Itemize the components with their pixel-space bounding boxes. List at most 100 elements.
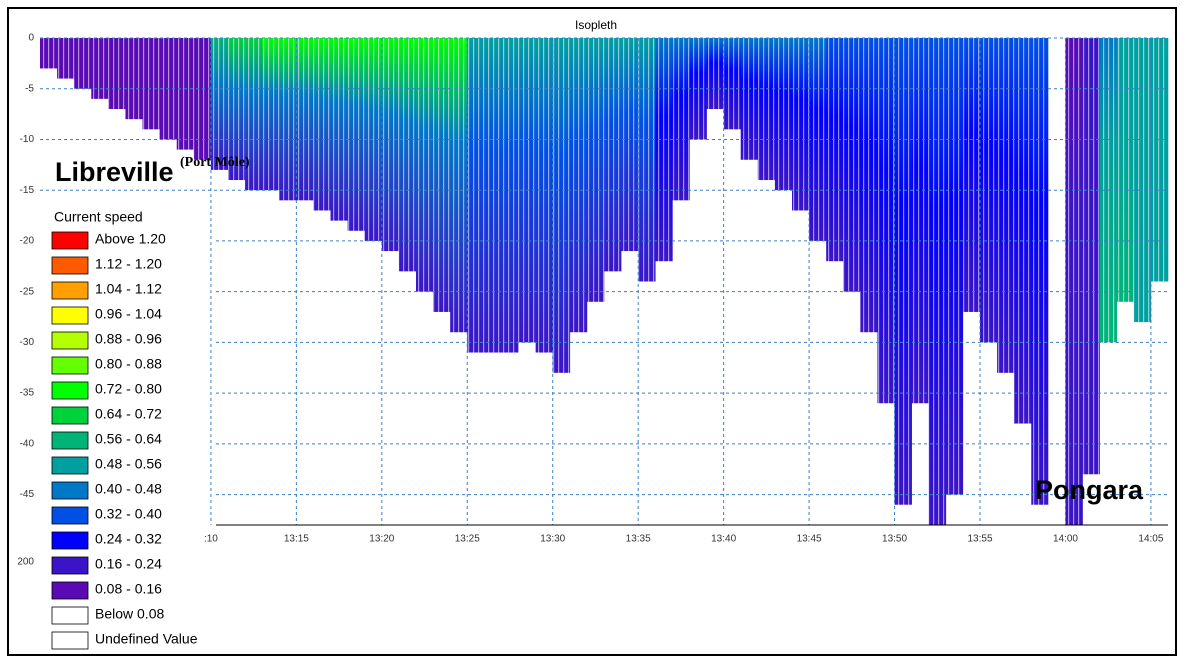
chart-title: Isopleth xyxy=(575,18,617,32)
legend-label: 0.80 - 0.88 xyxy=(95,356,162,372)
profile-column xyxy=(689,38,707,140)
legend-label: 0.88 - 0.96 xyxy=(95,331,162,347)
x-tick-label: 14:05 xyxy=(1138,534,1163,545)
profile-column xyxy=(757,38,776,181)
legend-swatch xyxy=(51,406,89,425)
profile-column xyxy=(450,38,468,333)
profile-column xyxy=(945,38,964,495)
y-tick-label: -5 xyxy=(25,83,34,94)
profile-column xyxy=(57,38,75,79)
legend-swatch xyxy=(51,231,89,250)
x-tick-label: 13:25 xyxy=(455,534,480,545)
x-tick-label: 13:45 xyxy=(797,534,822,545)
legend-swatch xyxy=(51,606,89,625)
profile-column xyxy=(860,38,878,333)
legend-label: 0.64 - 0.72 xyxy=(95,406,162,422)
profile-column xyxy=(706,38,724,110)
profile-column xyxy=(638,38,656,282)
profile-column xyxy=(279,38,297,201)
legend-label: 0.40 - 0.48 xyxy=(95,481,162,497)
profile-column xyxy=(176,38,195,150)
y-tick-label: -45 xyxy=(20,489,35,500)
profile-column xyxy=(826,38,844,262)
profile-column xyxy=(586,38,605,302)
y-tick-label: -40 xyxy=(20,438,35,449)
legend-swatch xyxy=(51,306,89,325)
y-tick-label: -15 xyxy=(20,185,35,196)
stray-label: 200 xyxy=(17,557,34,568)
profile-column xyxy=(877,38,895,404)
profile-column xyxy=(91,38,109,99)
profile-column xyxy=(193,38,212,160)
legend-swatch xyxy=(51,631,89,650)
legend-swatch xyxy=(51,456,89,475)
x-tick-label: 14:00 xyxy=(1053,534,1078,545)
profile-column xyxy=(740,38,759,160)
legend-swatch xyxy=(51,531,89,550)
profile-column xyxy=(1150,38,1169,282)
profile-column xyxy=(125,38,143,120)
legend-swatch xyxy=(51,556,89,575)
profile-column xyxy=(928,38,947,525)
legend-swatch xyxy=(51,481,89,500)
legend-swatch xyxy=(51,331,89,350)
profile-column xyxy=(843,38,861,292)
profile-column xyxy=(433,38,451,312)
profile-column xyxy=(962,38,981,312)
profile-column xyxy=(40,38,58,69)
place-label: Libreville xyxy=(55,157,174,187)
profile-column xyxy=(809,38,827,241)
profile-column xyxy=(1031,38,1049,505)
legend-background xyxy=(38,200,216,652)
legend-label: 0.32 - 0.40 xyxy=(95,506,162,522)
x-tick-label: 13:15 xyxy=(284,534,309,545)
profile-column xyxy=(210,38,229,170)
profile-column xyxy=(484,38,502,353)
x-tick-label: 13:30 xyxy=(540,534,565,545)
profile-column xyxy=(604,38,622,272)
legend-swatch xyxy=(51,356,89,375)
profile-column xyxy=(347,38,366,231)
profile-column xyxy=(364,38,383,241)
x-tick-label: 13:55 xyxy=(967,534,992,545)
legend-label: Above 1.20 xyxy=(95,231,166,247)
profile-column xyxy=(262,38,280,191)
profile-column xyxy=(792,38,810,211)
x-tick-label: 13:40 xyxy=(711,534,736,545)
profile-column xyxy=(330,38,348,221)
x-tick-label: :10 xyxy=(204,534,218,545)
y-tick-label: -25 xyxy=(20,286,35,297)
profile-column xyxy=(398,38,417,272)
x-tick-label: 13:35 xyxy=(626,534,651,545)
x-tick-label: 13:50 xyxy=(882,534,907,545)
profile-column xyxy=(416,38,434,292)
profile-column xyxy=(313,38,331,211)
profile-column xyxy=(1014,38,1032,424)
legend-title: Current speed xyxy=(54,209,143,225)
legend-label: Undefined Value xyxy=(95,631,198,647)
profile-column xyxy=(655,38,673,262)
y-tick-label: -30 xyxy=(20,337,35,348)
profile-column xyxy=(911,38,930,404)
profile-column xyxy=(1133,38,1152,323)
profile-column xyxy=(621,38,639,252)
y-tick-label: -20 xyxy=(20,236,35,247)
place-label: Pongara xyxy=(1035,475,1144,505)
profile-column xyxy=(672,38,690,201)
profile-column xyxy=(894,38,912,505)
profile-column xyxy=(501,38,519,353)
legend-swatch xyxy=(51,381,89,400)
profile-column xyxy=(723,38,742,130)
legend-swatch xyxy=(51,281,89,300)
legend-label: 0.08 - 0.16 xyxy=(95,581,162,597)
profile-column xyxy=(552,38,571,373)
legend-label: 1.12 - 1.20 xyxy=(95,256,162,272)
legend-label: 0.72 - 0.80 xyxy=(95,381,162,397)
legend-swatch xyxy=(51,581,89,600)
profile-column xyxy=(381,38,400,252)
profile-column xyxy=(467,38,485,353)
profile-column xyxy=(1116,38,1135,302)
legend-label: 0.48 - 0.56 xyxy=(95,456,162,472)
profile-column xyxy=(1065,38,1083,525)
